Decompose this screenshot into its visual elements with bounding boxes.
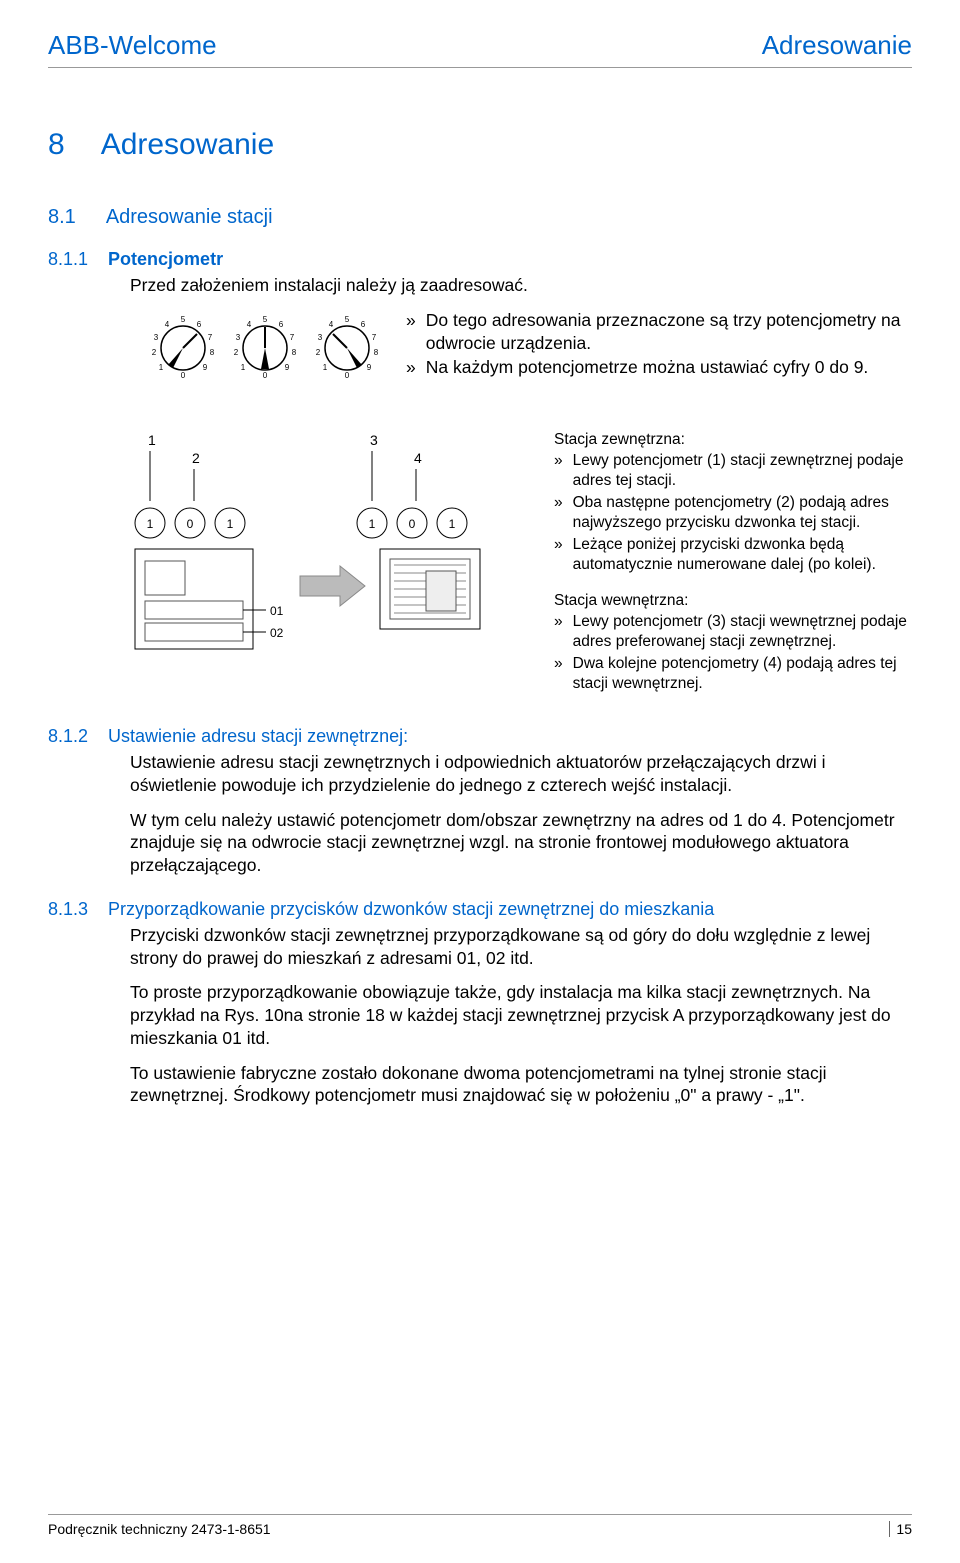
paragraph: Przyciski dzwonków stacji zewnętrznej pr… [130, 924, 912, 970]
svg-text:02: 02 [270, 626, 284, 640]
footer-doc-id: Podręcznik techniczny 2473-1-8651 [48, 1521, 271, 1537]
diagram-label-2: 2 [192, 450, 200, 466]
section-8-1-1-heading: 8.1.1 Potencjometr [48, 249, 912, 270]
svg-text:1: 1 [241, 363, 246, 372]
diagram-label-3: 3 [370, 432, 378, 448]
section-8-1-3-number: 8.1.3 [48, 899, 88, 920]
svg-text:1: 1 [159, 363, 164, 372]
svg-text:4: 4 [247, 320, 252, 329]
svg-text:1: 1 [147, 517, 154, 531]
svg-text:7: 7 [372, 333, 377, 342]
dials-and-notes-row: 567 890 123 4 567 [130, 309, 912, 401]
svg-text:5: 5 [181, 315, 186, 324]
bullet-item: »Dwa kolejne potencjometry (4) podają ad… [554, 654, 912, 694]
section-8-number: 8 [48, 128, 65, 162]
paragraph: Ustawienie adresu stacji zewnętrznych i … [130, 751, 912, 797]
section-8-1-2-heading: 8.1.2 Ustawienie adresu stacji zewnętrzn… [48, 726, 912, 747]
svg-text:8: 8 [292, 348, 297, 357]
section-8-1-title: Adresowanie stacji [106, 206, 273, 229]
svg-text:4: 4 [329, 320, 334, 329]
diagram-and-station-notes: 1 2 3 4 1 0 1 1 0 1 [130, 431, 912, 696]
svg-text:6: 6 [361, 320, 366, 329]
diagram-label-1: 1 [148, 432, 156, 448]
svg-text:01: 01 [270, 604, 284, 618]
station-notes: Stacja zewnętrzna: »Lewy potencjometr (1… [554, 431, 912, 696]
section-8-1-3-heading: 8.1.3 Przyporządkowanie przycisków dzwon… [48, 899, 912, 920]
section-8-1-number: 8.1 [48, 206, 76, 229]
svg-text:6: 6 [279, 320, 284, 329]
svg-text:0: 0 [187, 517, 194, 531]
bullet-item: »Oba następne potencjometry (2) podają a… [554, 493, 912, 533]
footer-page: 15 [885, 1521, 912, 1537]
page-header: ABB-Welcome Adresowanie [48, 30, 912, 68]
section-8-1-3-title: Przyporządkowanie przycisków dzwonków st… [108, 899, 714, 920]
header-right: Adresowanie [762, 30, 912, 61]
svg-text:9: 9 [203, 363, 208, 372]
svg-text:9: 9 [285, 363, 290, 372]
bullet-item: »Leżące poniżej przyciski dzwonka będą a… [554, 535, 912, 575]
notes-indoor-title: Stacja wewnętrzna: [554, 592, 912, 610]
svg-text:8: 8 [210, 348, 215, 357]
svg-text:6: 6 [197, 320, 202, 329]
svg-text:8: 8 [374, 348, 379, 357]
svg-text:3: 3 [318, 333, 323, 342]
svg-text:7: 7 [290, 333, 295, 342]
svg-text:4: 4 [165, 320, 170, 329]
svg-text:5: 5 [263, 315, 268, 324]
addressing-diagram: 1 2 3 4 1 0 1 1 0 1 [130, 431, 530, 666]
svg-text:9: 9 [367, 363, 372, 372]
svg-text:3: 3 [154, 333, 159, 342]
dial-3: 5 67 89 0 12 3 4 [312, 313, 382, 383]
svg-text:2: 2 [152, 348, 157, 357]
svg-text:5: 5 [345, 315, 350, 324]
svg-text:0: 0 [409, 517, 416, 531]
section-8-title: Adresowanie [101, 128, 274, 162]
section-8-1-2-title: Ustawienie adresu stacji zewnętrznej: [108, 726, 408, 747]
dial-1: 5 67 89 0 12 3 4 [148, 313, 218, 383]
bullet-item: »Lewy potencjometr (1) stacji zewnętrzne… [554, 451, 912, 491]
bullet-item: »Na każdym potencjometrze można ustawiać… [406, 356, 912, 379]
svg-text:1: 1 [449, 517, 456, 531]
bullet-item: »Do tego adresowania przeznaczone są trz… [406, 309, 912, 355]
section-8-1-2-number: 8.1.2 [48, 726, 88, 747]
svg-text:1: 1 [227, 517, 234, 531]
section-8-1-1-number: 8.1.1 [48, 249, 88, 270]
intro-paragraph: Przed założeniem instalacji należy ją za… [130, 274, 912, 297]
svg-text:1: 1 [323, 363, 328, 372]
paragraph: To ustawienie fabryczne zostało dokonane… [130, 1062, 912, 1108]
svg-text:0: 0 [181, 371, 186, 380]
svg-text:2: 2 [234, 348, 239, 357]
section-8-1-heading: 8.1 Adresowanie stacji [48, 206, 912, 229]
svg-text:7: 7 [208, 333, 213, 342]
svg-text:2: 2 [316, 348, 321, 357]
svg-text:3: 3 [236, 333, 241, 342]
section-8-1-1-title: Potencjometr [108, 249, 223, 270]
svg-text:0: 0 [345, 371, 350, 380]
dials-figure: 567 890 123 4 567 [130, 309, 382, 401]
intro-bullets: »Do tego adresowania przeznaczone są trz… [406, 309, 912, 381]
svg-text:1: 1 [369, 517, 376, 531]
svg-text:0: 0 [263, 371, 268, 380]
dial-2: 5 67 89 0 12 3 4 [230, 313, 300, 383]
paragraph: To proste przyporządkowanie obowiązuje t… [130, 981, 912, 1049]
notes-outdoor-title: Stacja zewnętrzna: [554, 431, 912, 449]
diagram-label-4: 4 [414, 450, 422, 466]
potentiometer-dials: 567 890 123 4 567 [148, 313, 382, 383]
page-footer: Podręcznik techniczny 2473-1-8651 15 [48, 1514, 912, 1537]
paragraph: W tym celu należy ustawić potencjometr d… [130, 809, 912, 877]
bullet-item: »Lewy potencjometr (3) stacji wewnętrzne… [554, 612, 912, 652]
section-8-heading: 8 Adresowanie [48, 128, 912, 162]
header-left: ABB-Welcome [48, 30, 217, 61]
